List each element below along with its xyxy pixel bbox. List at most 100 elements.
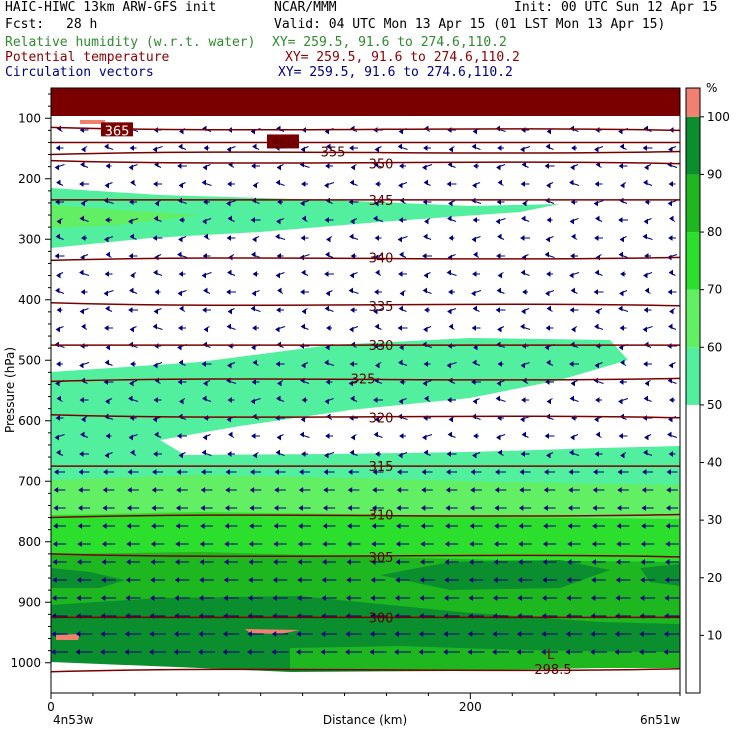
vector-head bbox=[78, 469, 83, 475]
vector-head bbox=[472, 398, 477, 405]
fcst-label: Fcst: bbox=[5, 17, 45, 32]
vector-head bbox=[53, 523, 58, 529]
vector-head bbox=[129, 145, 134, 151]
vector-head bbox=[467, 631, 473, 637]
vector-head bbox=[571, 326, 576, 333]
vector-head bbox=[546, 271, 551, 277]
vector-head bbox=[102, 523, 107, 529]
colorbar-segment bbox=[686, 174, 700, 233]
vector-head bbox=[422, 199, 427, 205]
vector-head bbox=[350, 395, 355, 402]
vector-head bbox=[492, 649, 497, 655]
vector-head bbox=[100, 595, 106, 601]
vector-head bbox=[198, 631, 203, 637]
vector-head bbox=[153, 181, 158, 187]
vector-head bbox=[174, 577, 180, 583]
vector-head bbox=[326, 236, 331, 243]
vector-head bbox=[545, 290, 550, 297]
vector-head bbox=[642, 326, 647, 333]
vector-head bbox=[79, 215, 84, 222]
vector-head bbox=[615, 577, 621, 583]
vector-head bbox=[56, 361, 61, 367]
vector-head bbox=[349, 272, 354, 279]
vector-head bbox=[369, 631, 375, 637]
vector-head bbox=[324, 398, 329, 405]
colorbar-segment bbox=[686, 404, 700, 463]
vector-head bbox=[590, 631, 595, 637]
vector-head bbox=[642, 469, 647, 475]
vector-head bbox=[320, 631, 326, 637]
vector-head bbox=[153, 451, 158, 457]
vector-head bbox=[399, 251, 404, 258]
vector-head bbox=[151, 487, 157, 493]
vector-head bbox=[56, 272, 61, 279]
vector-head bbox=[399, 433, 404, 439]
vector-head bbox=[299, 431, 304, 438]
colorbar-segment bbox=[686, 289, 700, 348]
vector-head bbox=[568, 487, 573, 493]
vector-head bbox=[521, 215, 526, 222]
vector-head bbox=[251, 251, 256, 258]
vector-head bbox=[398, 359, 403, 366]
theta-label: 310 bbox=[369, 509, 394, 524]
vector-head bbox=[594, 181, 599, 187]
vector-head bbox=[668, 235, 673, 241]
vector-head bbox=[153, 215, 158, 222]
vector-head bbox=[423, 326, 428, 333]
vector-head bbox=[644, 434, 649, 441]
vector-head bbox=[349, 326, 354, 333]
vector-head bbox=[594, 323, 599, 330]
vector-head bbox=[566, 595, 571, 601]
vector-head bbox=[251, 379, 256, 385]
vector-head bbox=[273, 523, 279, 529]
vector-head bbox=[130, 272, 135, 279]
vector-head bbox=[222, 649, 227, 655]
vector-head bbox=[128, 218, 133, 225]
vector-head bbox=[227, 181, 232, 187]
vector-head bbox=[296, 595, 302, 601]
vector-head bbox=[496, 434, 501, 441]
vector-head bbox=[569, 449, 574, 456]
vector-head bbox=[471, 325, 476, 331]
vector-head bbox=[618, 163, 623, 169]
vector-head bbox=[472, 359, 477, 366]
vector-head bbox=[424, 307, 429, 313]
vector-head bbox=[274, 469, 279, 475]
vector-head bbox=[179, 128, 184, 135]
vector-head bbox=[175, 505, 181, 511]
vector-head bbox=[371, 505, 377, 511]
vector-head bbox=[323, 487, 328, 493]
vector-head bbox=[371, 541, 376, 547]
vector-head bbox=[271, 649, 276, 655]
vector-head bbox=[77, 559, 82, 565]
y-tick-label: 800 bbox=[18, 535, 41, 549]
vector-head bbox=[324, 217, 329, 223]
vector-head bbox=[495, 395, 500, 402]
vector-head bbox=[149, 595, 155, 601]
field-rh-name: Relative humidity (w.r.t. water) bbox=[5, 35, 256, 50]
vector-head bbox=[250, 398, 255, 405]
vector-head bbox=[473, 163, 478, 169]
vector-head bbox=[594, 269, 599, 276]
vector-head bbox=[80, 431, 85, 438]
vector-head bbox=[618, 433, 623, 439]
vector-head bbox=[639, 595, 645, 601]
theta-label-bg bbox=[101, 122, 133, 137]
vector-head bbox=[298, 523, 303, 529]
vector-head bbox=[276, 434, 281, 441]
vector-head bbox=[324, 359, 329, 366]
vector-head bbox=[300, 416, 305, 423]
vector-head bbox=[80, 200, 85, 207]
vector-head bbox=[179, 398, 184, 405]
vector-head bbox=[345, 631, 350, 637]
vector-head bbox=[321, 577, 327, 583]
vector-head bbox=[178, 325, 183, 331]
vector-head bbox=[522, 289, 527, 295]
vector-head bbox=[300, 200, 305, 207]
vector-head bbox=[423, 449, 428, 456]
vector-head bbox=[53, 505, 58, 511]
vector-head bbox=[296, 631, 301, 637]
vector-head bbox=[322, 541, 327, 547]
vector-head bbox=[320, 649, 325, 655]
vector-head bbox=[448, 289, 453, 295]
